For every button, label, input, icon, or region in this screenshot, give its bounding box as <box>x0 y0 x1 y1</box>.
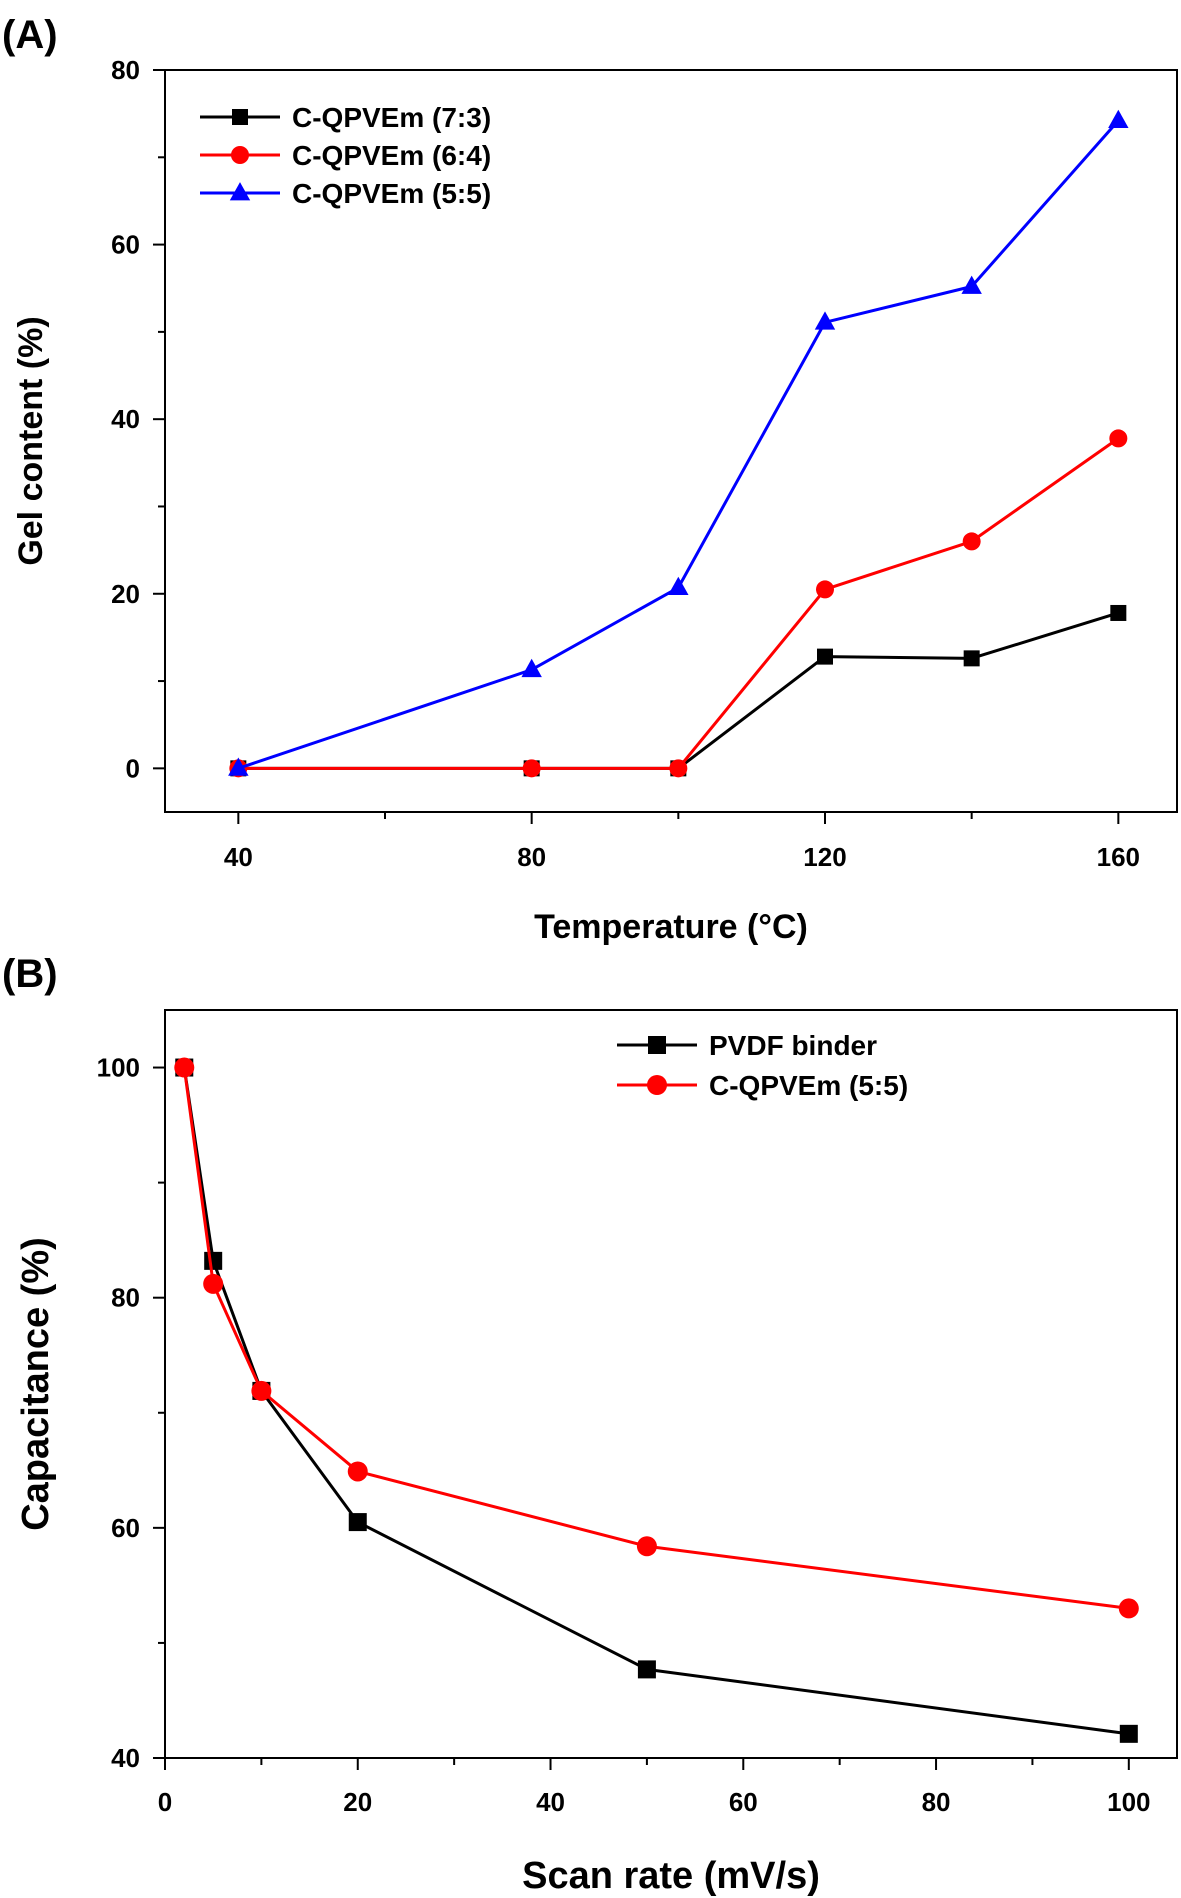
y-tick-label: 80 <box>111 55 140 85</box>
x-tick-label: 160 <box>1097 842 1140 872</box>
legend-label: C-QPVEm (5:5) <box>709 1070 908 1101</box>
y-tick-label: 20 <box>111 579 140 609</box>
data-point <box>1118 1598 1139 1619</box>
data-point <box>522 759 541 778</box>
data-point <box>251 1380 272 1401</box>
y-tick-label: 40 <box>111 1743 140 1773</box>
series-1 <box>174 1057 1139 1619</box>
data-point <box>636 1536 657 1557</box>
data-point <box>669 759 688 778</box>
y-axis-label: Gel content (%) <box>12 316 50 565</box>
data-point <box>1109 429 1128 448</box>
panel-label: (A) <box>2 13 58 57</box>
chart-panels: (A) 40 80 120 160 0 20 40 60 80 Temperature (°C) Ge… <box>2 13 1178 1897</box>
data-point <box>962 532 981 551</box>
x-tick-label: 20 <box>343 1787 372 1817</box>
legend-label: C-QPVEm (5:5) <box>292 178 491 209</box>
x-axis-label: Temperature (°C) <box>534 908 808 946</box>
x-tick-label: 80 <box>517 842 546 872</box>
series-line <box>238 611 1119 770</box>
data-point <box>668 576 689 596</box>
x-tick-label: 40 <box>536 1787 565 1817</box>
legend-marker <box>231 146 249 164</box>
legend-marker <box>229 182 251 201</box>
y-tick-label: 60 <box>111 230 140 260</box>
data-point <box>204 1251 223 1270</box>
series-line <box>238 437 1120 770</box>
chart-panel-b: (B) 0 20 40 60 80 100 40 60 80 100 Scan rate (mV/s)… <box>2 952 1178 1897</box>
x-tick-label: 120 <box>803 842 846 872</box>
series-2 <box>228 109 1129 776</box>
data-point <box>961 275 982 294</box>
legend-marker <box>232 109 248 125</box>
y-axis-label: Capacitance (%) <box>15 1237 57 1531</box>
data-point <box>228 757 249 776</box>
plot-frame <box>164 69 1178 813</box>
data-point <box>203 1273 224 1294</box>
x-tick-label: 100 <box>1107 1787 1150 1817</box>
legend-marker <box>647 1075 667 1095</box>
x-tick-label: 60 <box>729 1787 758 1817</box>
series-0 <box>175 1058 1138 1743</box>
data-point <box>174 1057 195 1078</box>
data-point <box>521 658 542 678</box>
data-point <box>348 1513 367 1532</box>
panel-label: (B) <box>2 952 58 996</box>
y-tick-label: 80 <box>111 1283 140 1313</box>
legend-label: C-QPVEm (6:4) <box>292 140 491 171</box>
data-point <box>817 648 833 665</box>
data-point <box>963 650 980 667</box>
data-point <box>347 1461 368 1482</box>
data-point <box>1119 1724 1138 1743</box>
y-tick-label: 0 <box>126 753 140 783</box>
plot-frame <box>164 1009 1178 1759</box>
legend-label: C-QPVEm (7:3) <box>292 102 491 133</box>
data-point <box>1110 604 1127 621</box>
chart-panel-a: (A) 40 80 120 160 0 20 40 60 80 Temperature (°C) Ge… <box>2 13 1178 946</box>
x-tick-label: 40 <box>224 842 253 872</box>
data-point <box>814 311 836 330</box>
series-line <box>182 1067 1130 1736</box>
series-line <box>182 1067 1130 1610</box>
x-axis-label: Scan rate (mV/s) <box>522 1855 820 1897</box>
x-tick-label: 80 <box>922 1787 951 1817</box>
legend-marker <box>648 1036 666 1054</box>
data-point <box>637 1660 656 1679</box>
data-point <box>816 580 834 599</box>
data-point <box>1108 109 1129 129</box>
series-line <box>237 119 1120 770</box>
legend: C-QPVEm (7:3) C-QPVEm (6:4) C-QPVEm (5:5) <box>200 102 491 209</box>
y-tick-label: 100 <box>97 1053 140 1083</box>
x-tick-label: 0 <box>158 1787 172 1817</box>
legend: PVDF binder C-QPVEm (5:5) <box>617 1030 908 1101</box>
y-tick-label: 60 <box>111 1513 140 1543</box>
series-0 <box>230 604 1127 777</box>
legend-label: PVDF binder <box>709 1030 877 1061</box>
y-tick-label: 40 <box>111 404 140 434</box>
